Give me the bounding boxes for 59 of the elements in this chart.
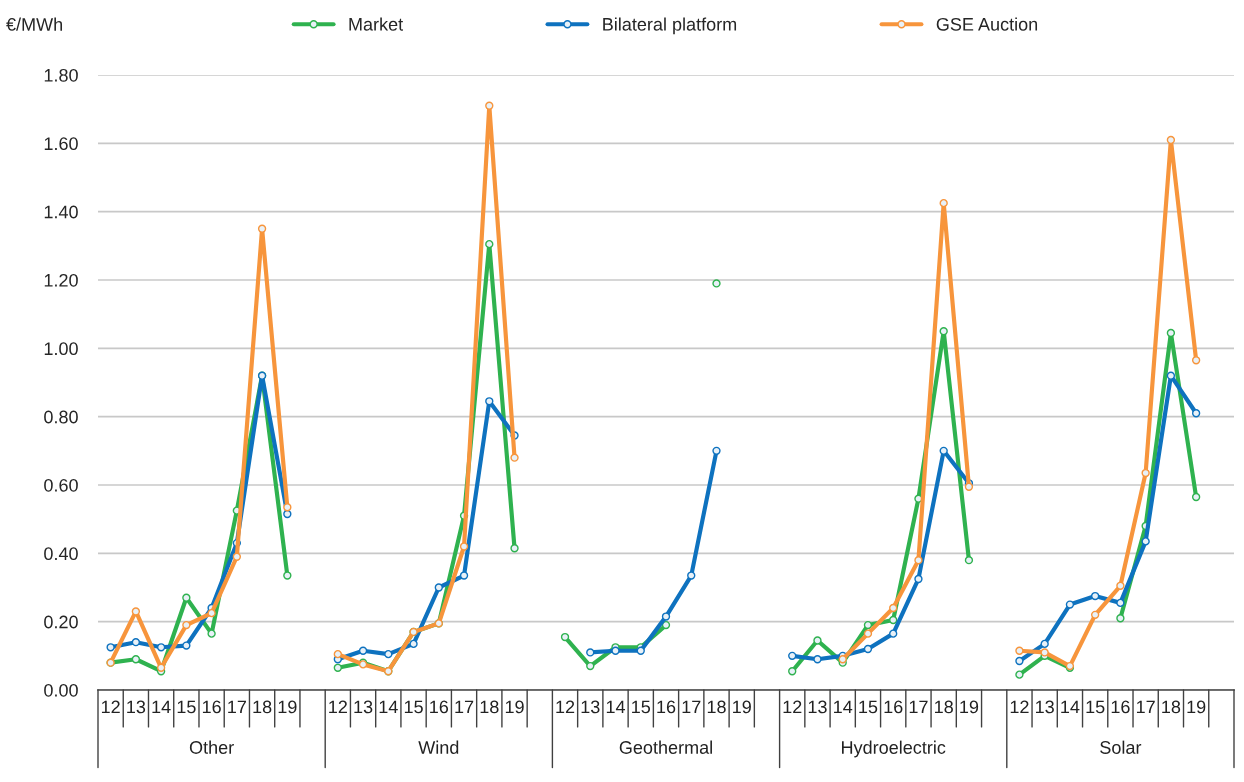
x-tick-label: 16 [202, 700, 221, 714]
x-tick-label: 13 [581, 700, 600, 714]
legend-label: Bilateral platform [603, 17, 737, 35]
x-tick-label: 16 [884, 700, 903, 714]
x-tick-label: 14 [606, 700, 626, 714]
x-tick-label: 16 [430, 700, 449, 714]
text: Solar [1100, 740, 1142, 754]
x-tick-label: 17 [682, 700, 701, 714]
y-tick-label: 0.40 [44, 547, 78, 561]
x-tick-label: 12 [1010, 700, 1029, 714]
x-tick-label: 13 [1036, 700, 1054, 714]
x-tick-label: 18 [707, 700, 726, 714]
x-tick-label: 17 [455, 700, 474, 714]
y-axis-title: €/MWh [6, 17, 63, 31]
x-tick-label: 18 [935, 700, 953, 714]
x-tick-label: 12 [556, 700, 575, 714]
x-tick-label: 12 [783, 700, 802, 714]
y-tick-label: 1.60 [44, 137, 78, 151]
y-tick-label: 1.20 [44, 273, 78, 287]
text: Wind [418, 740, 459, 754]
legend-label: GSE Auction [936, 17, 1038, 31]
x-tick-label: 15 [1086, 700, 1105, 714]
x-tick-label: 18 [1162, 700, 1181, 714]
y-tick-label: 0.00 [44, 683, 78, 697]
x-tick-label: 14 [379, 700, 398, 714]
x-tick-label: 19 [278, 700, 297, 714]
y-tick-label: 1.40 [44, 205, 78, 219]
x-tick-label: 14 [834, 700, 853, 714]
x-tick-label: 16 [657, 700, 676, 714]
legend-label: Market [349, 17, 404, 31]
x-tick-label: 14 [152, 700, 171, 714]
x-tick-label: 19 [505, 700, 524, 714]
y-tick-label: 0.20 [44, 615, 78, 629]
x-tick-label: 18 [480, 700, 499, 714]
y-tick-label: 1.00 [44, 342, 78, 356]
x-tick-label: 13 [127, 700, 146, 714]
x-tick-label: 12 [101, 700, 120, 714]
x-tick-label: 13 [354, 700, 373, 714]
x-tick-label: 15 [404, 700, 423, 714]
y-tick-label: 0.80 [44, 410, 78, 424]
y-tick-label: 0.60 [44, 478, 78, 492]
x-tick-label: 14 [1061, 700, 1080, 714]
x-tick-label: 17 [909, 700, 928, 714]
x-tick-label: 17 [228, 700, 246, 714]
x-tick-label: 19 [733, 700, 751, 714]
x-tick-label: 12 [329, 700, 347, 714]
x-tick-label: 15 [632, 700, 651, 714]
x-tick-label: 18 [253, 700, 272, 714]
x-tick-label: 17 [1136, 700, 1155, 714]
x-tick-label: 15 [177, 700, 196, 714]
x-tick-label: 19 [1187, 700, 1206, 714]
y-tick-label: 1.80 [44, 68, 78, 82]
x-tick-label: 19 [960, 700, 979, 714]
x-tick-label: 16 [1111, 700, 1130, 714]
text: Other [189, 740, 234, 754]
x-tick-label: 13 [808, 700, 827, 714]
text: Hydroelectric [842, 740, 946, 758]
x-tick-label: 15 [859, 700, 878, 714]
text: Geothermal [619, 740, 712, 754]
